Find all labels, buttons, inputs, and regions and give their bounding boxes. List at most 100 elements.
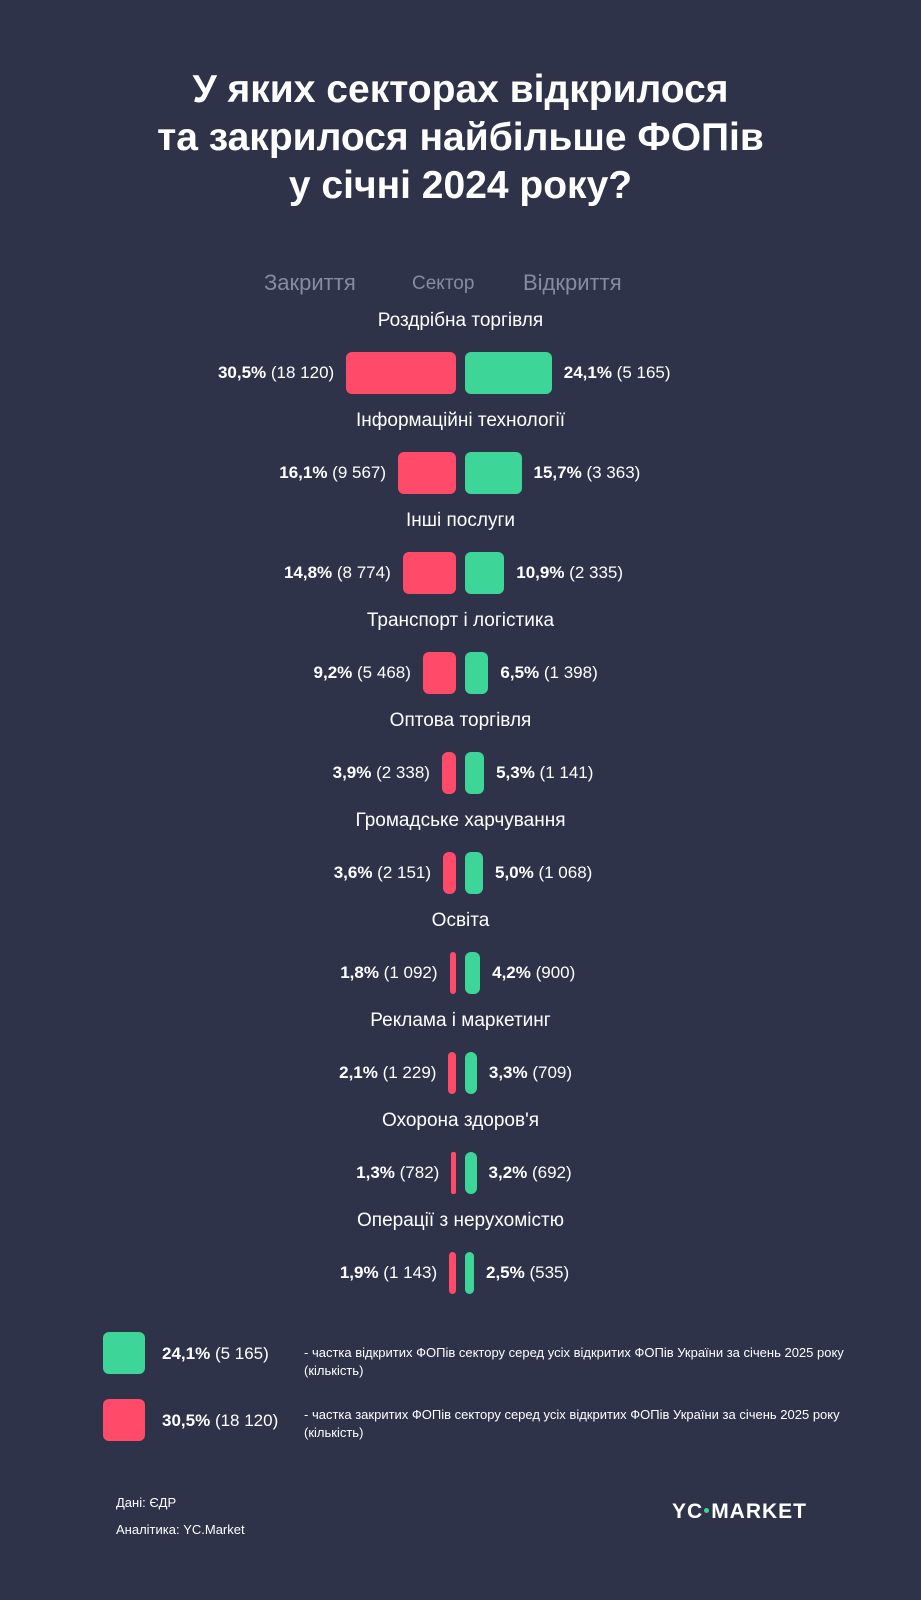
legend-swatch-closed [103, 1399, 145, 1441]
legend-closed-percent: 30,5% [162, 1411, 211, 1430]
count-closed: (782) [394, 1163, 440, 1182]
title-line-3: у січні 2024 року? [288, 164, 633, 207]
bar-closed [449, 1252, 456, 1294]
legend-value-opened: 24,1% (5 165) [162, 1344, 269, 1364]
sector-label: Оптова торгівля [389, 710, 532, 731]
percent-opened: 5,3% [496, 763, 535, 782]
count-opened: (3 363) [581, 463, 641, 482]
value-label-closed: 3,6% (2 151) [334, 863, 431, 883]
sector-label: Інші послуги [406, 510, 515, 531]
column-header-opened: Відкриття [523, 270, 622, 295]
count-opened: (1 398) [539, 663, 598, 682]
value-label-closed: 1,9% (1 143) [340, 1263, 437, 1283]
sector-label: Реклама і маркетинг [370, 1010, 551, 1031]
count-closed: (1 143) [378, 1263, 438, 1282]
count-opened: (692) [527, 1163, 572, 1182]
column-header-sector: Сектор [412, 273, 475, 294]
count-opened: (900) [530, 963, 576, 982]
value-label-closed: 14,8% (8 774) [284, 563, 391, 583]
data-source: Дані: ЄДР [116, 1495, 177, 1510]
count-closed: (9 567) [327, 463, 387, 482]
percent-opened: 15,7% [533, 463, 582, 482]
sector-label: Освіта [431, 910, 490, 931]
percent-closed: 1,9% [339, 1263, 379, 1282]
logo-market: MARKET [711, 1500, 808, 1523]
percent-closed: 3,9% [332, 763, 372, 782]
percent-closed: 1,8% [340, 963, 379, 982]
percent-opened: 4,2% [492, 963, 531, 982]
percent-opened: 2,5% [486, 1263, 525, 1282]
bar-closed [448, 1052, 456, 1094]
value-label-opened: 2,5% (535) [486, 1263, 569, 1283]
bar-closed [422, 652, 456, 694]
value-label-closed: 30,5% (18 120) [218, 363, 334, 383]
sector-label: Громадське харчування [355, 810, 566, 831]
bar-opened [465, 352, 552, 394]
percent-closed: 3,6% [333, 863, 373, 882]
column-header-closed: Закриття [264, 270, 356, 295]
bar-opened [465, 1052, 477, 1094]
yc-market-logo: YC MARKET [672, 1500, 807, 1524]
legend-opened-count: (5 165) [214, 1344, 269, 1363]
percent-opened: 24,1% [563, 363, 612, 382]
analytics-credit: Аналітика: YC.Market [116, 1522, 245, 1537]
count-opened: (535) [524, 1263, 570, 1282]
logo-yc: YC [672, 1500, 704, 1523]
count-opened: (1 068) [533, 863, 593, 882]
bar-opened [465, 652, 489, 694]
bar-closed [402, 552, 456, 594]
percent-opened: 6,5% [500, 663, 540, 682]
chart-title: У яких секторах відкрилося та закрилося … [0, 66, 921, 210]
bar-closed [441, 752, 456, 794]
value-label-opened: 10,9% (2 335) [516, 563, 623, 583]
percent-opened: 3,2% [488, 1163, 528, 1182]
value-label-closed: 1,8% (1 092) [340, 963, 437, 983]
legend-opened-percent: 24,1% [162, 1344, 211, 1363]
percent-closed: 2,1% [339, 1063, 378, 1082]
logo-dot-icon [704, 1507, 710, 1513]
legend-closed-count: (18 120) [214, 1411, 279, 1430]
value-label-opened: 6,5% (1 398) [500, 663, 597, 683]
count-closed: (1 229) [377, 1063, 437, 1082]
title-line-1: У яких секторах відкрилося [192, 68, 729, 111]
count-closed: (5 468) [352, 663, 411, 682]
percent-opened: 5,0% [495, 863, 534, 882]
title-line-2: та закрилося найбільше ФОПів [157, 116, 764, 159]
bar-opened [465, 1152, 477, 1194]
value-label-closed: 3,9% (2 338) [333, 763, 430, 783]
value-label-opened: 15,7% (3 363) [534, 463, 641, 483]
sector-label: Інформаційні технології [356, 410, 565, 431]
sector-label: Роздрібна торгівля [377, 310, 544, 331]
bar-opened [465, 1252, 474, 1294]
count-closed: (1 092) [378, 963, 438, 982]
value-label-closed: 9,2% (5 468) [314, 663, 411, 683]
legend-value-closed: 30,5% (18 120) [162, 1411, 278, 1431]
percent-opened: 10,9% [516, 563, 565, 582]
bar-opened [465, 852, 483, 894]
sector-label: Охорона здоров'я [382, 1110, 539, 1131]
bar-opened [465, 752, 485, 794]
value-label-opened: 4,2% (900) [492, 963, 575, 983]
value-label-closed: 1,3% (782) [356, 1163, 439, 1183]
legend-text-opened: - частка відкритих ФОПів сектору серед у… [304, 1345, 844, 1378]
legend-text-closed: - частка закритих ФОПів сектору серед ус… [304, 1407, 840, 1440]
value-label-closed: 2,1% (1 229) [339, 1063, 436, 1083]
count-opened: (2 335) [564, 563, 624, 582]
bar-closed [443, 852, 456, 894]
value-label-opened: 5,3% (1 141) [496, 763, 593, 783]
sector-label: Операції з нерухомістю [357, 1210, 564, 1231]
bar-opened [465, 552, 505, 594]
value-label-opened: 24,1% (5 165) [564, 363, 671, 383]
percent-closed: 9,2% [313, 663, 353, 682]
count-closed: (2 338) [371, 763, 430, 782]
bar-closed [346, 352, 456, 394]
bar-closed [398, 452, 456, 494]
percent-closed: 30,5% [217, 363, 267, 382]
percent-closed: 16,1% [279, 463, 328, 482]
sector-label: Транспорт і логістика [366, 610, 555, 631]
percent-closed: 14,8% [283, 563, 333, 582]
percent-opened: 3,3% [488, 1063, 528, 1082]
bar-opened [465, 452, 522, 494]
value-label-opened: 5,0% (1 068) [495, 863, 592, 883]
count-closed: (8 774) [332, 563, 391, 582]
